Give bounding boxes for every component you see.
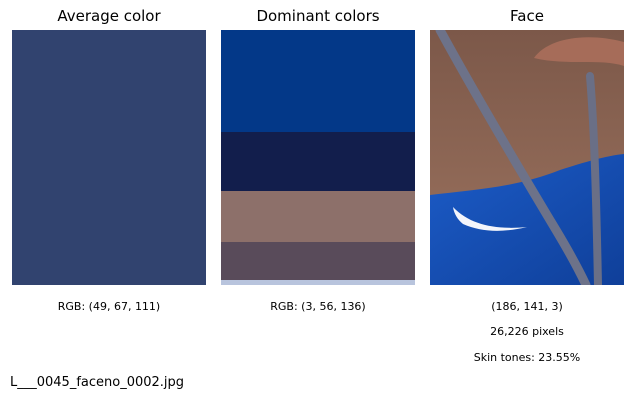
dominant-color-swatch xyxy=(221,30,415,132)
image-filename: L___0045_faceno_0002.jpg xyxy=(10,375,185,390)
face-image xyxy=(430,30,624,285)
face-photo-graphic xyxy=(430,30,624,285)
face-rgb: (186, 141, 3) xyxy=(491,300,563,313)
dominant-color-swatch xyxy=(221,242,415,280)
dominant-color-swatch xyxy=(221,191,415,242)
dominant-color-swatch xyxy=(221,132,415,191)
dominant-colors-title: Dominant colors xyxy=(256,7,380,25)
average-color-title: Average color xyxy=(57,7,161,25)
face-pixel-count: 26,226 pixels xyxy=(490,325,564,338)
dominant-colors-stack xyxy=(221,30,415,285)
dominant-color-swatch xyxy=(221,280,415,285)
average-color-swatch xyxy=(12,30,206,285)
face-skin-tones: Skin tones: 23.55% xyxy=(473,351,581,364)
average-color-rgb: RGB: (49, 67, 111) xyxy=(57,300,161,313)
dominant-colors-rgb: RGB: (3, 56, 136) xyxy=(270,300,366,313)
face-title: Face xyxy=(510,7,544,25)
